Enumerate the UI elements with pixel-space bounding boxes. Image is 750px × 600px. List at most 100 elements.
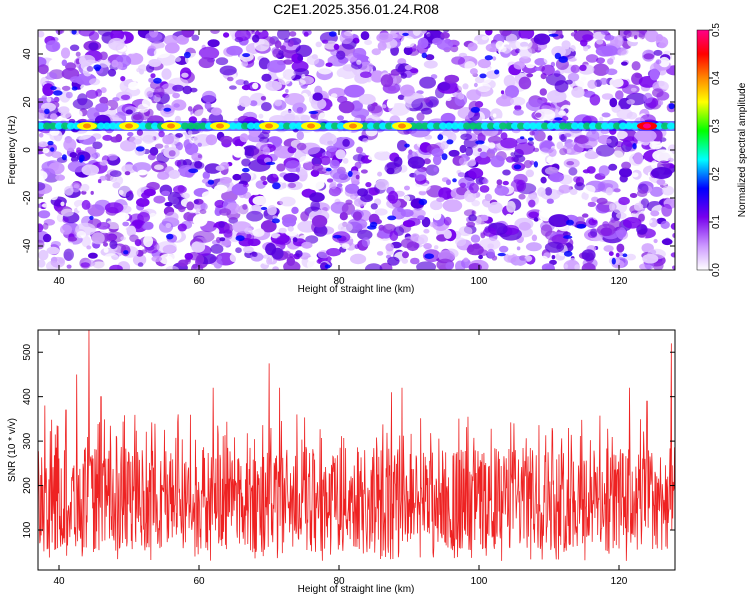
heatmap-cell xyxy=(432,37,443,46)
heatmap-cell xyxy=(385,243,395,252)
signal-band-cell xyxy=(613,122,621,130)
heatmap-cell xyxy=(219,208,232,216)
heatmap-cell xyxy=(310,248,319,254)
heatmap-cell xyxy=(243,246,254,254)
x-tick-label: 80 xyxy=(333,276,345,287)
heatmap-cell xyxy=(490,155,505,168)
heatmap-cell xyxy=(80,183,90,192)
heatmap-cell xyxy=(533,161,539,168)
heatmap-cell xyxy=(258,113,264,119)
heatmap-cell xyxy=(617,48,627,55)
signal-band-cell xyxy=(187,122,195,130)
heatmap-cell xyxy=(283,250,291,259)
heatmap-cell xyxy=(558,56,568,63)
colorbar: 0.0 0.1 0.2 0.3 0.4 0.5 Normalized spectral a… xyxy=(696,23,748,277)
heatmap-cell xyxy=(546,198,554,204)
heatmap-cell xyxy=(495,59,508,66)
heatmap-cell xyxy=(601,112,611,118)
heatmap-cell xyxy=(142,134,155,144)
heatmap-cell xyxy=(342,138,350,147)
heatmap-cell xyxy=(55,174,65,181)
heatmap-cell xyxy=(339,31,354,45)
heatmap-cell xyxy=(670,222,675,230)
heatmap-cell xyxy=(79,54,96,66)
heatmap-cell xyxy=(232,173,242,181)
heatmap-cell xyxy=(352,154,365,162)
heatmap-cell xyxy=(120,140,136,152)
heatmap-cell xyxy=(429,221,438,228)
heatmap-cell xyxy=(301,241,313,249)
heatmap-cell xyxy=(310,169,320,177)
heatmap-cell xyxy=(240,259,255,268)
heatmap-cell xyxy=(44,72,58,80)
heatmap-cell xyxy=(455,92,464,100)
heatmap-cell xyxy=(283,172,300,183)
heatmap-cell xyxy=(64,186,74,196)
signal-band-cell xyxy=(409,122,417,130)
heatmap-cell xyxy=(432,210,442,221)
heatmap-cell xyxy=(142,223,154,231)
heatmap-cell xyxy=(239,172,252,183)
heatmap-cell xyxy=(280,45,286,51)
heatmap-cell xyxy=(643,53,655,60)
heatmap-cell xyxy=(458,157,467,166)
heatmap-cell xyxy=(481,98,487,105)
heatmap-cell xyxy=(616,243,625,253)
heatmap-cell xyxy=(499,245,509,253)
heatmap-cell xyxy=(477,82,491,93)
heatmap-cell xyxy=(417,215,425,221)
heatmap-cell xyxy=(622,253,628,258)
heatmap-cell xyxy=(445,261,454,270)
x-tick-label: 60 xyxy=(193,276,205,287)
heatmap-cell xyxy=(324,132,333,142)
heatmap-cell xyxy=(510,152,515,157)
heatmap-cell xyxy=(360,169,368,174)
heatmap-cell xyxy=(544,187,553,196)
heatmap-cell xyxy=(235,79,246,86)
signal-band-peak-core xyxy=(307,123,315,129)
heatmap-cell xyxy=(445,96,452,101)
colorbar-tick-label: 0.2 xyxy=(711,167,722,181)
heatmap-cell xyxy=(178,164,196,178)
heatmap-cell xyxy=(86,245,92,250)
heatmap-cell xyxy=(634,129,657,143)
heatmap-cell xyxy=(618,196,630,206)
heatmap-cell xyxy=(632,143,637,150)
heatmap-cell xyxy=(295,44,313,58)
heatmap-cell xyxy=(293,68,310,77)
signal-band-peak-core xyxy=(643,123,651,129)
heatmap-cell xyxy=(367,256,376,264)
heatmap-cell xyxy=(377,171,383,177)
heatmap-cell xyxy=(652,260,664,270)
heatmap-cell xyxy=(274,40,282,49)
heatmap-cell xyxy=(150,73,156,79)
heatmap-cell xyxy=(205,134,218,146)
heatmap-cell xyxy=(510,179,525,192)
heatmap-cell xyxy=(417,37,429,49)
heatmap-cell xyxy=(608,171,623,182)
colorbar-tick-label: 0.3 xyxy=(711,119,722,133)
heatmap-cell xyxy=(238,95,252,107)
heatmap-cell xyxy=(160,83,178,95)
heatmap-cell xyxy=(296,107,303,114)
heatmap-cell xyxy=(50,113,58,120)
heatmap-cell xyxy=(50,241,61,248)
heatmap-cell xyxy=(315,41,322,48)
heatmap-cell xyxy=(514,142,536,155)
heatmap-cell xyxy=(137,212,151,223)
heatmap-cell xyxy=(402,32,409,37)
signal-band-cell xyxy=(595,122,603,130)
heatmap-cell xyxy=(634,35,638,40)
heatmap-cell xyxy=(614,35,624,47)
heatmap-cell xyxy=(433,245,439,250)
heatmap-cell xyxy=(166,233,174,240)
heatmap-cell xyxy=(287,225,294,232)
heatmap-cell xyxy=(318,50,327,61)
heatmap-cell xyxy=(223,32,230,38)
signal-band-cell xyxy=(325,122,333,130)
heatmap-cell xyxy=(71,86,78,91)
heatmap-cell xyxy=(112,182,121,189)
heatmap-cell xyxy=(469,182,479,194)
heatmap-cell xyxy=(507,250,514,256)
heatmap-cell xyxy=(621,161,632,170)
